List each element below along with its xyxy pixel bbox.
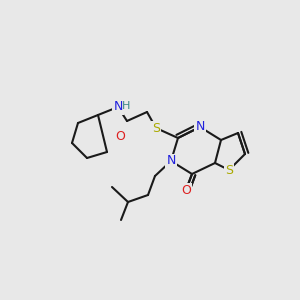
Text: S: S bbox=[225, 164, 233, 176]
Text: O: O bbox=[181, 184, 191, 196]
Text: S: S bbox=[152, 122, 160, 134]
Text: N: N bbox=[166, 154, 176, 167]
Text: H: H bbox=[122, 101, 130, 111]
Text: O: O bbox=[115, 130, 125, 143]
Text: N: N bbox=[195, 121, 205, 134]
Text: N: N bbox=[113, 100, 123, 113]
